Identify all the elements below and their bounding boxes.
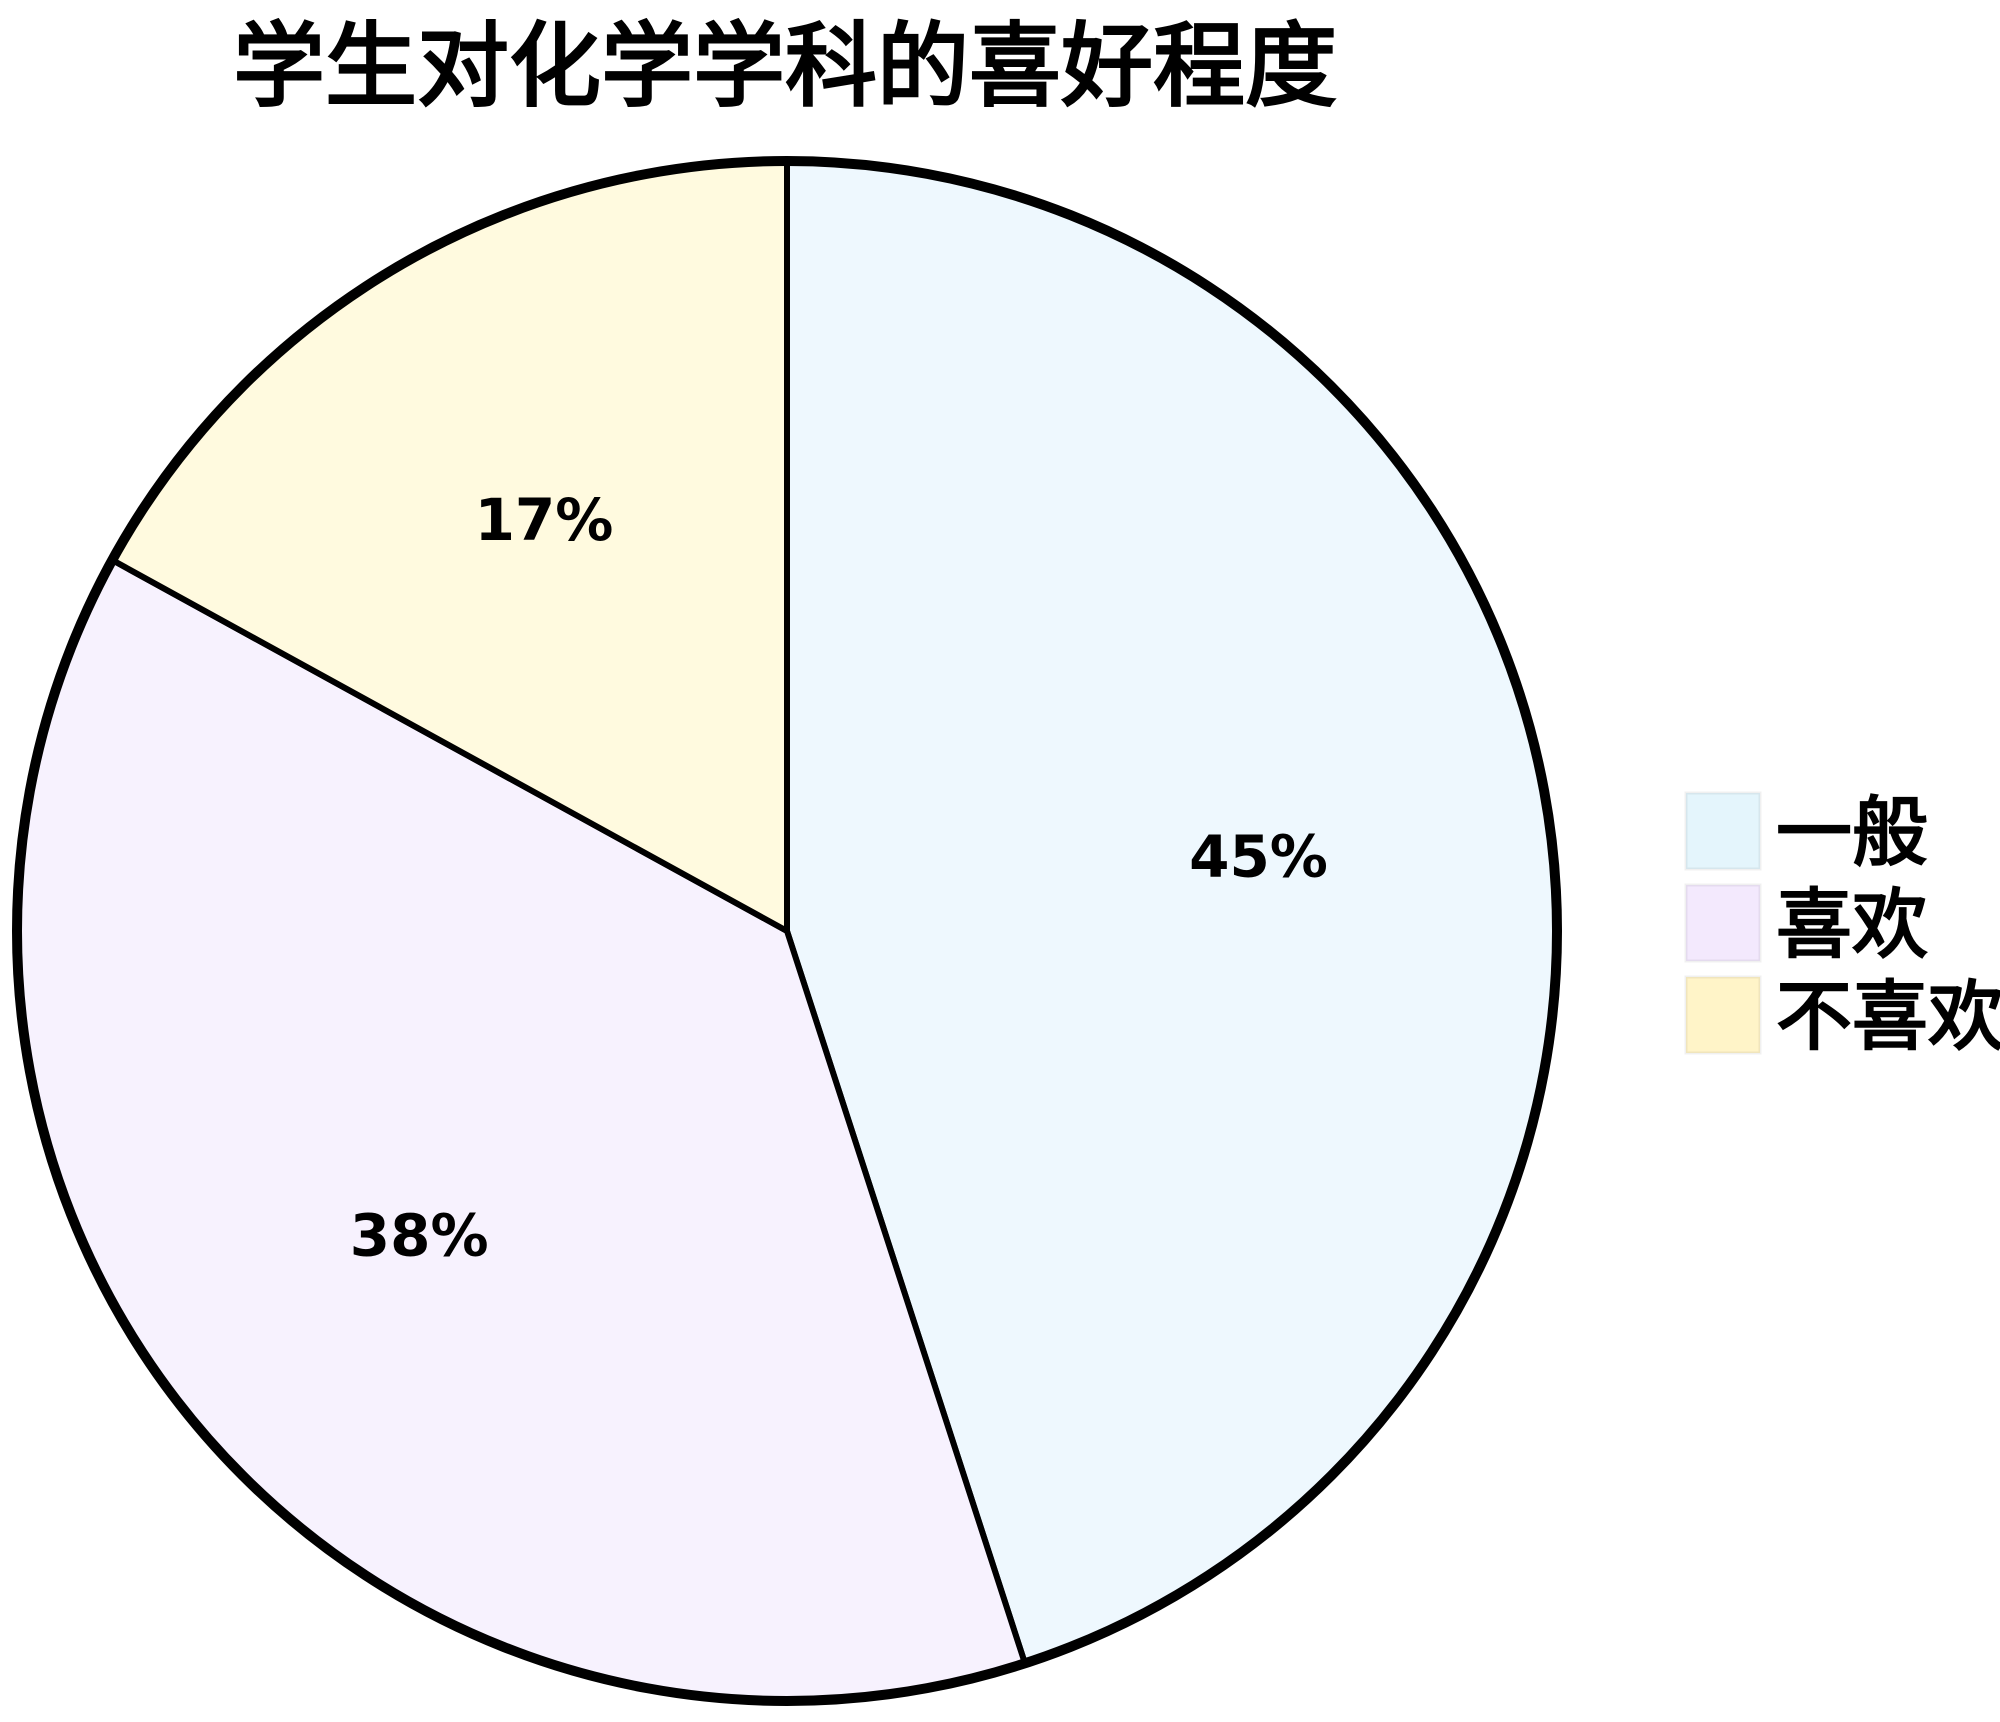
chart-title: 学生对化学学科的喜好程度 — [233, 13, 1337, 120]
slice-label: 38% — [350, 1201, 489, 1269]
legend-label: 喜欢 — [1776, 880, 1928, 969]
legend-label: 一般 — [1776, 788, 1928, 877]
legend-swatch — [1684, 975, 1762, 1055]
slice-label: 45% — [1189, 822, 1328, 890]
legend-label: 不喜欢 — [1776, 972, 2000, 1061]
legend-swatch — [1684, 791, 1762, 871]
legend-swatch — [1684, 883, 1762, 963]
slice-label: 17% — [475, 486, 614, 554]
pie-outline — [12, 156, 1562, 1706]
